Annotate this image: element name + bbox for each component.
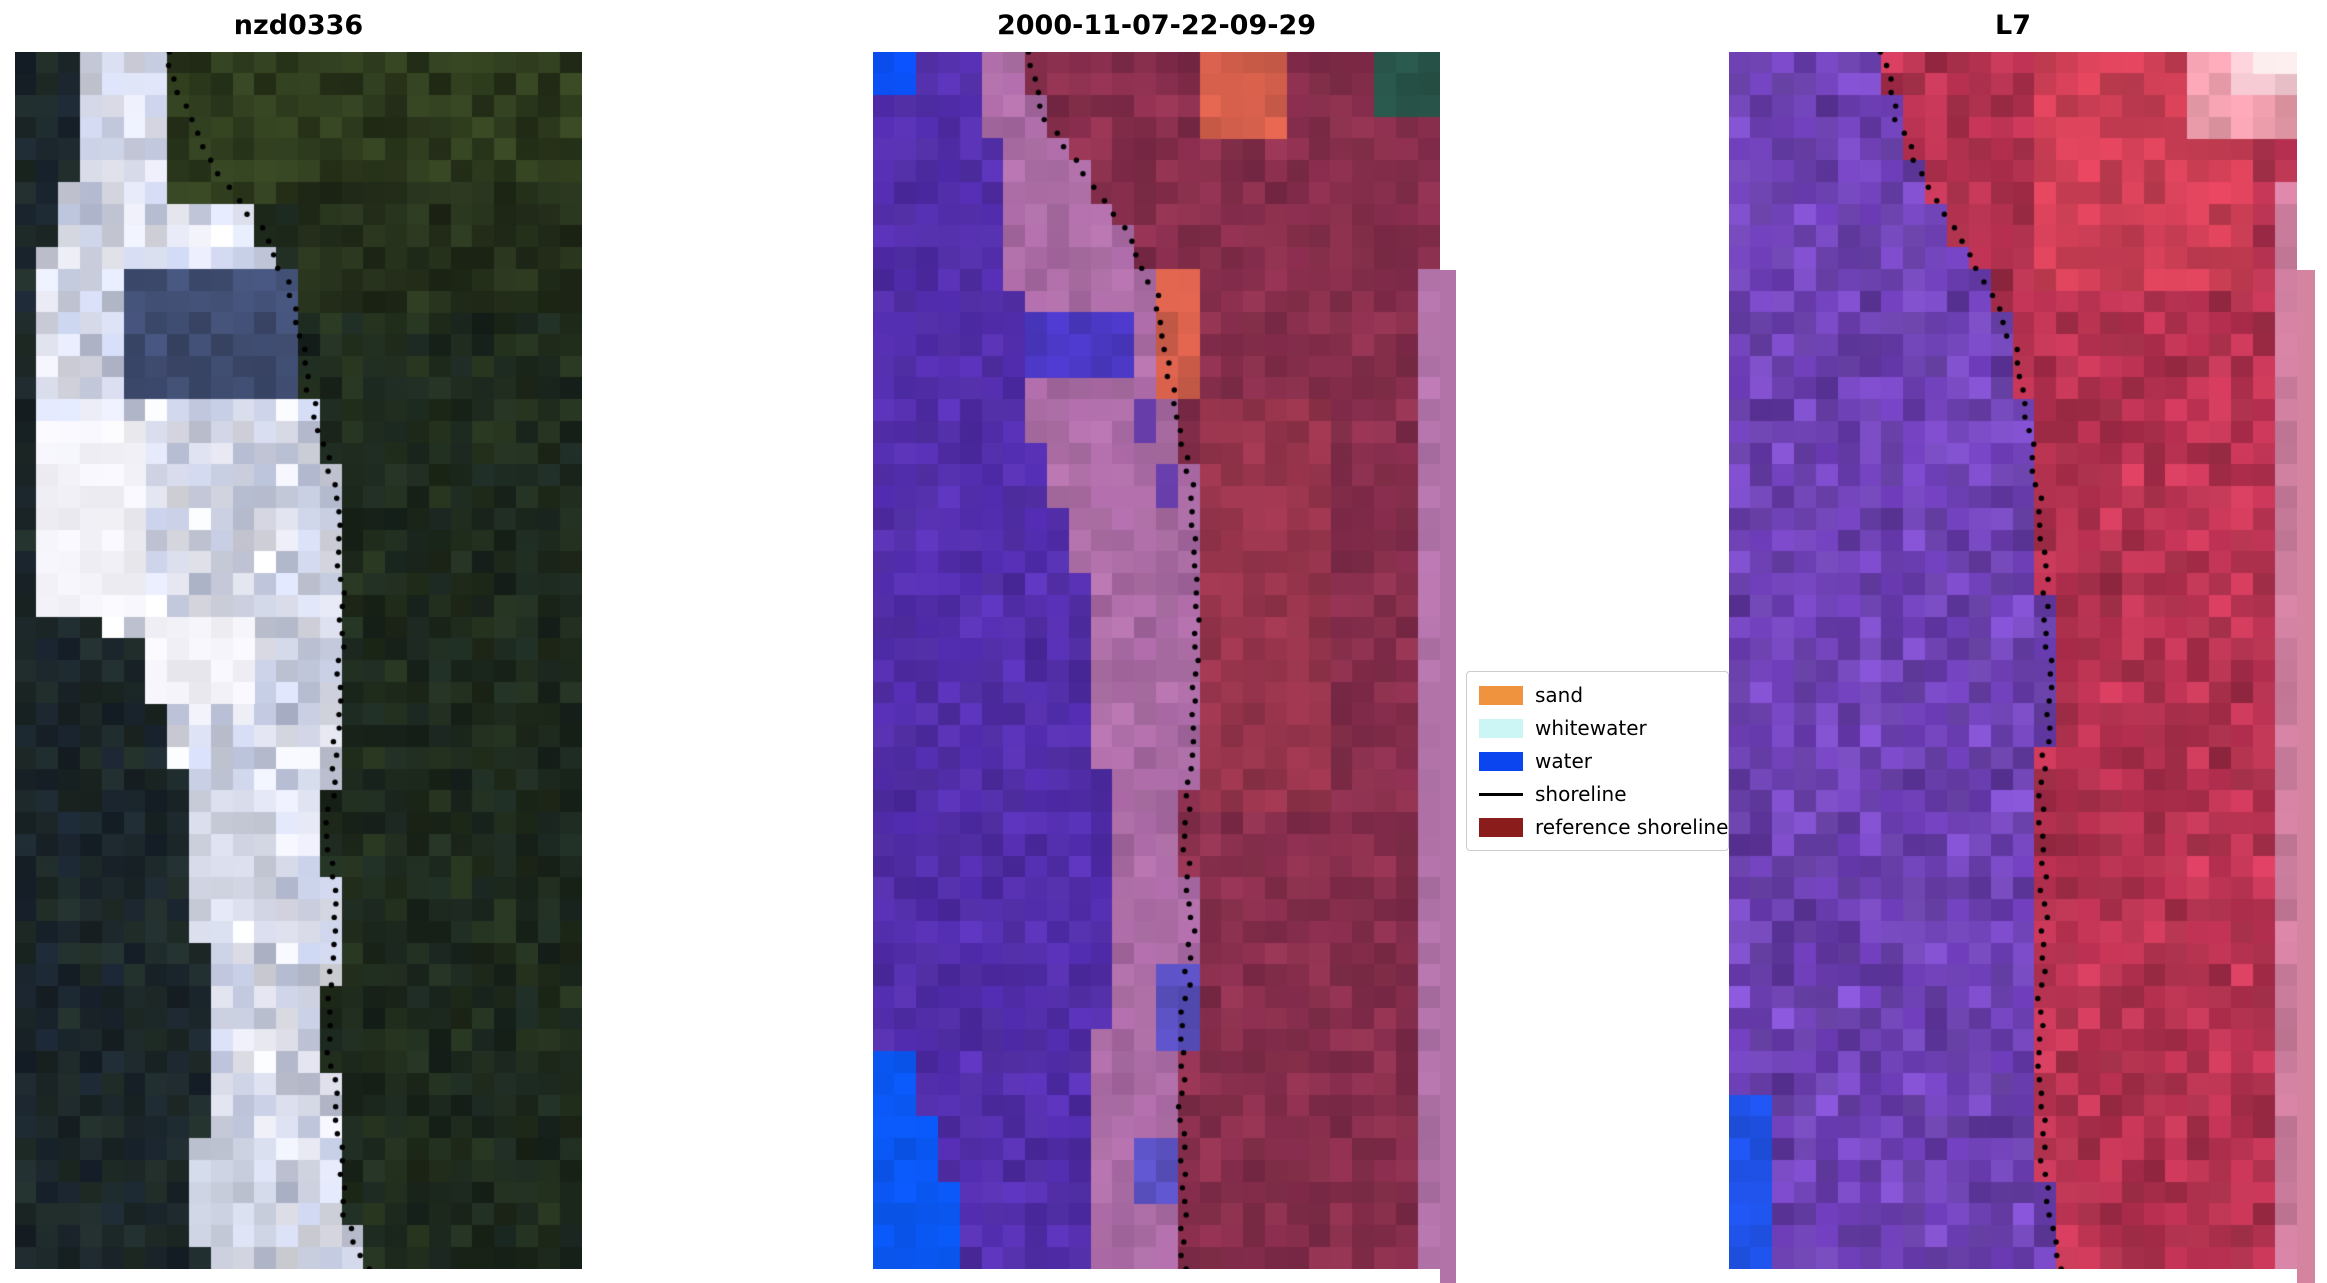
water-swatch [1479, 751, 1523, 771]
legend-label-reference-shoreline: reference shoreline [1535, 815, 1729, 839]
legend-item-sand: sand [1479, 682, 1716, 708]
reference-shoreline-swatch [1479, 817, 1523, 837]
panel-title-l7: L7 [1995, 10, 2031, 41]
shoreline-line-swatch [1479, 792, 1523, 796]
legend-item-reference-shoreline: reference shoreline [1479, 814, 1728, 840]
legend-item-whitewater: whitewater [1479, 715, 1716, 741]
legend-item-water: water [1479, 748, 1716, 774]
sand-swatch [1479, 685, 1523, 705]
legend-label-sand: sand [1535, 683, 1584, 707]
legend-item-shoreline: shoreline [1479, 781, 1716, 807]
satellite-image-rgb-nzd0336 [15, 52, 582, 1269]
satellite-image-l7-falsecolor [1729, 52, 2297, 1269]
panel-title-nzd0336: nzd0336 [233, 10, 364, 41]
legend: sand whitewater water shoreline referenc… [1466, 671, 1729, 851]
legend-label-whitewater: whitewater [1535, 716, 1647, 740]
whitewater-swatch [1479, 718, 1523, 738]
satellite-image-classified [873, 52, 1440, 1269]
legend-label-water: water [1535, 749, 1592, 773]
panel-title-date: 2000-11-07-22-09-29 [996, 10, 1317, 41]
legend-label-shoreline: shoreline [1535, 782, 1627, 806]
image-edge-strip-classified [1440, 270, 1456, 1283]
image-edge-strip-l7 [2297, 270, 2315, 1283]
